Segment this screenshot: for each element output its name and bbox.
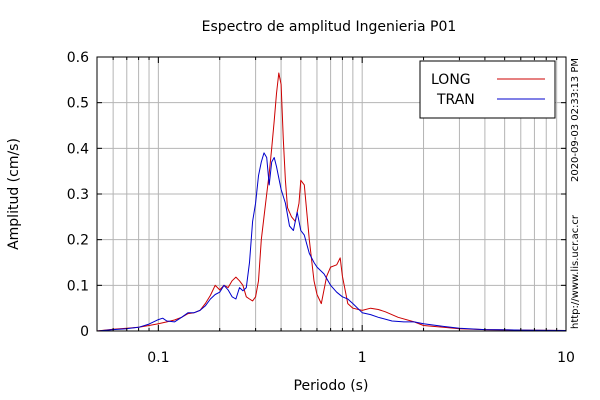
x-tick-label: 10 bbox=[557, 350, 575, 366]
series-lines bbox=[96, 72, 567, 332]
source-url-label: http://www.lis.ucr.ac.cr bbox=[570, 214, 581, 329]
legend-label-tran: TRAN bbox=[436, 92, 475, 108]
y-tick-label: 0.5 bbox=[67, 96, 89, 112]
y-tick-label: 0 bbox=[80, 324, 89, 340]
chart-title: Espectro de amplitud Ingenieria P01 bbox=[202, 19, 457, 35]
axis-ticks: 0 0.1 0.2 0.3 0.4 0.5 0.6 0.1 1 10 bbox=[67, 50, 575, 366]
timestamp-label: 2020-09-03 02:33:13 PM bbox=[570, 58, 581, 182]
y-tick-label: 0.1 bbox=[67, 278, 89, 294]
y-tick-label: 0.4 bbox=[67, 141, 89, 157]
y-axis-title: Amplitud (cm/s) bbox=[6, 138, 22, 250]
series-line-tran bbox=[96, 152, 567, 332]
legend: LONG TRAN bbox=[419, 60, 556, 119]
x-tick-label: 1 bbox=[358, 350, 367, 366]
y-tick-label: 0.3 bbox=[67, 187, 89, 203]
y-tick-label: 0.6 bbox=[67, 50, 89, 66]
y-tick-label: 0.2 bbox=[67, 233, 89, 249]
legend-box bbox=[419, 60, 556, 119]
x-axis-title: Periodo (s) bbox=[294, 378, 369, 394]
x-tick-label: 0.1 bbox=[147, 350, 169, 366]
legend-label-long: LONG bbox=[431, 72, 471, 88]
